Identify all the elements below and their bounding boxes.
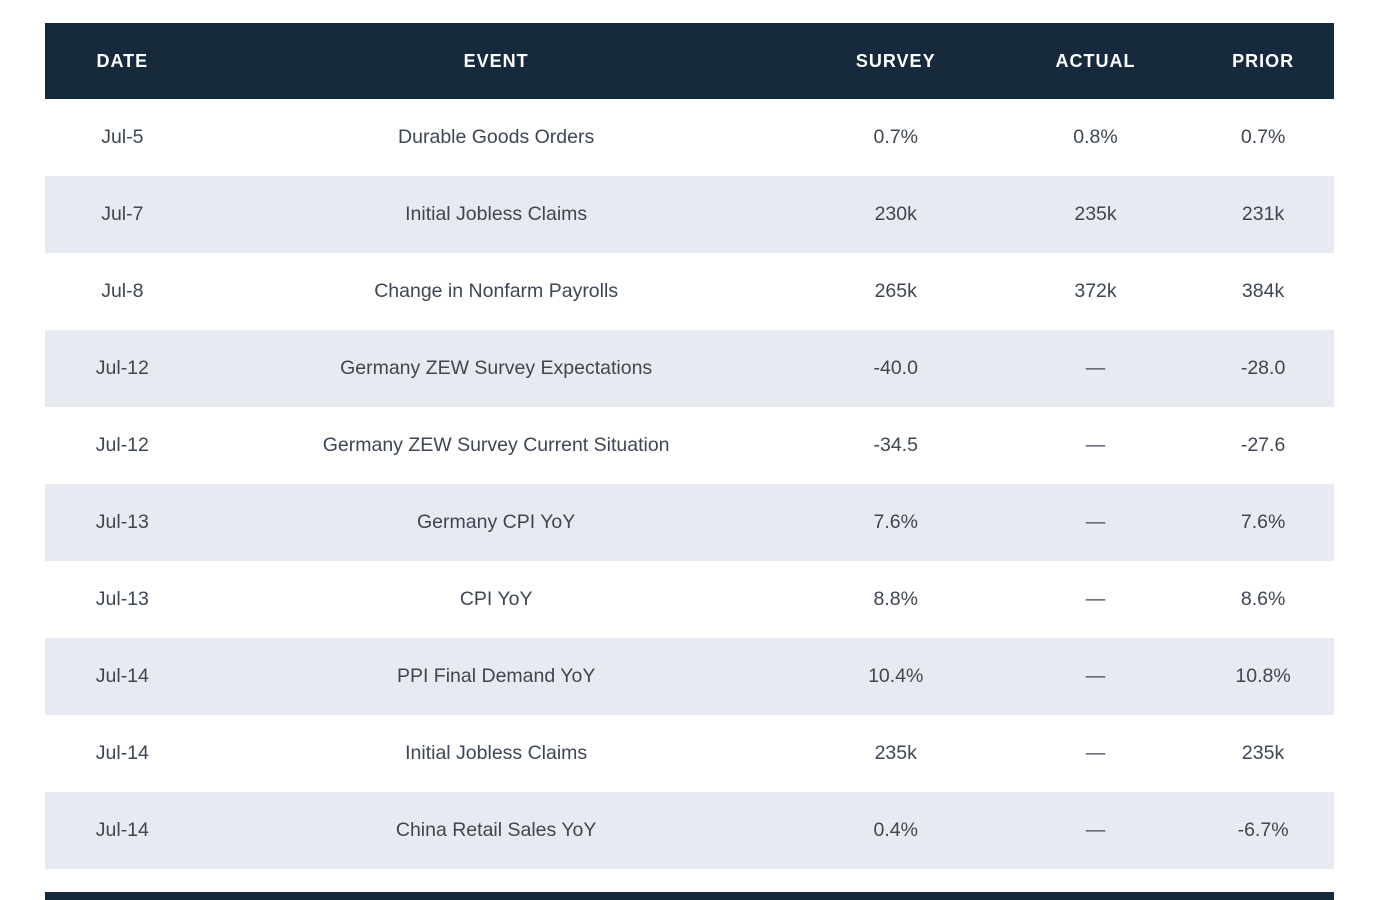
cell-date: Jul-12 bbox=[95, 357, 149, 380]
cell-prior: 0.7% bbox=[1240, 126, 1286, 149]
footer-bar bbox=[45, 892, 1334, 900]
cell-date: Jul-5 bbox=[101, 126, 144, 149]
cell-actual: — bbox=[1085, 511, 1106, 534]
table-row: Jul-14 China Retail Sales YoY 0.4% — -6.… bbox=[45, 792, 1334, 869]
cell-date: Jul-14 bbox=[95, 742, 149, 765]
cell-survey: 0.7% bbox=[873, 126, 918, 149]
cell-actual: — bbox=[1085, 434, 1106, 457]
cell-event: Germany CPI YoY bbox=[417, 511, 576, 534]
cell-date: Jul-14 bbox=[95, 819, 149, 842]
cell-event: Initial Jobless Claims bbox=[405, 203, 588, 226]
column-header-date: DATE bbox=[96, 50, 149, 71]
cell-survey: -34.5 bbox=[873, 434, 918, 457]
cell-event: China Retail Sales YoY bbox=[395, 819, 597, 842]
table-row: Jul-12 Germany ZEW Survey Expectations -… bbox=[45, 330, 1334, 407]
cell-prior: 235k bbox=[1241, 742, 1285, 765]
cell-date: Jul-14 bbox=[95, 665, 149, 688]
cell-actual: — bbox=[1085, 819, 1106, 842]
column-header-event: EVENT bbox=[463, 50, 529, 71]
cell-survey: 0.4% bbox=[873, 819, 918, 842]
cell-actual: — bbox=[1085, 588, 1106, 611]
cell-event: Change in Nonfarm Payrolls bbox=[374, 280, 619, 303]
cell-survey: 235k bbox=[874, 742, 917, 765]
table-row: Jul-12 Germany ZEW Survey Current Situat… bbox=[45, 407, 1334, 484]
table-row: Jul-14 Initial Jobless Claims 235k — 235… bbox=[45, 715, 1334, 792]
column-header-survey: SURVEY bbox=[855, 50, 936, 71]
cell-prior: -28.0 bbox=[1240, 357, 1286, 380]
table-row: Jul-8 Change in Nonfarm Payrolls 265k 37… bbox=[45, 253, 1334, 330]
cell-prior: 8.6% bbox=[1240, 588, 1286, 611]
cell-event: Germany ZEW Survey Expectations bbox=[340, 357, 653, 380]
cell-survey: 265k bbox=[874, 280, 917, 303]
cell-prior: 384k bbox=[1241, 280, 1285, 303]
table-row: Jul-13 Germany CPI YoY 7.6% — 7.6% bbox=[45, 484, 1334, 561]
table-row: Jul-14 PPI Final Demand YoY 10.4% — 10.8… bbox=[45, 638, 1334, 715]
cell-survey: 10.4% bbox=[868, 665, 924, 688]
cell-actual: — bbox=[1085, 665, 1106, 688]
cell-prior: 231k bbox=[1241, 203, 1285, 226]
cell-date: Jul-7 bbox=[101, 203, 144, 226]
table-row: Jul-5 Durable Goods Orders 0.7% 0.8% 0.7… bbox=[45, 99, 1334, 176]
cell-event: PPI Final Demand YoY bbox=[396, 665, 596, 688]
economic-calendar-table: DATE EVENT SURVEY ACTUAL PRIOR Jul-5 Dur… bbox=[45, 23, 1334, 869]
cell-actual: — bbox=[1085, 742, 1106, 765]
cell-event: Germany ZEW Survey Current Situation bbox=[322, 434, 670, 457]
cell-actual: 235k bbox=[1074, 203, 1117, 226]
cell-event: CPI YoY bbox=[459, 588, 533, 611]
cell-prior: 10.8% bbox=[1235, 665, 1291, 688]
cell-prior: -27.6 bbox=[1240, 434, 1286, 457]
cell-date: Jul-12 bbox=[95, 434, 149, 457]
cell-actual: — bbox=[1085, 357, 1106, 380]
table-header-row: DATE EVENT SURVEY ACTUAL PRIOR bbox=[45, 23, 1334, 99]
column-header-prior: PRIOR bbox=[1232, 50, 1295, 71]
cell-prior: 7.6% bbox=[1240, 511, 1286, 534]
table-row: Jul-13 CPI YoY 8.8% — 8.6% bbox=[45, 561, 1334, 638]
column-header-actual: ACTUAL bbox=[1055, 50, 1136, 71]
cell-date: Jul-13 bbox=[95, 588, 149, 611]
cell-date: Jul-13 bbox=[95, 511, 149, 534]
cell-event: Initial Jobless Claims bbox=[405, 742, 588, 765]
table-row: Jul-7 Initial Jobless Claims 230k 235k 2… bbox=[45, 176, 1334, 253]
cell-date: Jul-8 bbox=[101, 280, 144, 303]
cell-prior: -6.7% bbox=[1237, 819, 1289, 842]
cell-survey: -40.0 bbox=[873, 357, 918, 380]
cell-actual: 372k bbox=[1074, 280, 1117, 303]
cell-actual: 0.8% bbox=[1073, 126, 1118, 149]
cell-event: Durable Goods Orders bbox=[398, 126, 595, 149]
cell-survey: 230k bbox=[874, 203, 917, 226]
cell-survey: 7.6% bbox=[873, 511, 918, 534]
cell-survey: 8.8% bbox=[873, 588, 918, 611]
